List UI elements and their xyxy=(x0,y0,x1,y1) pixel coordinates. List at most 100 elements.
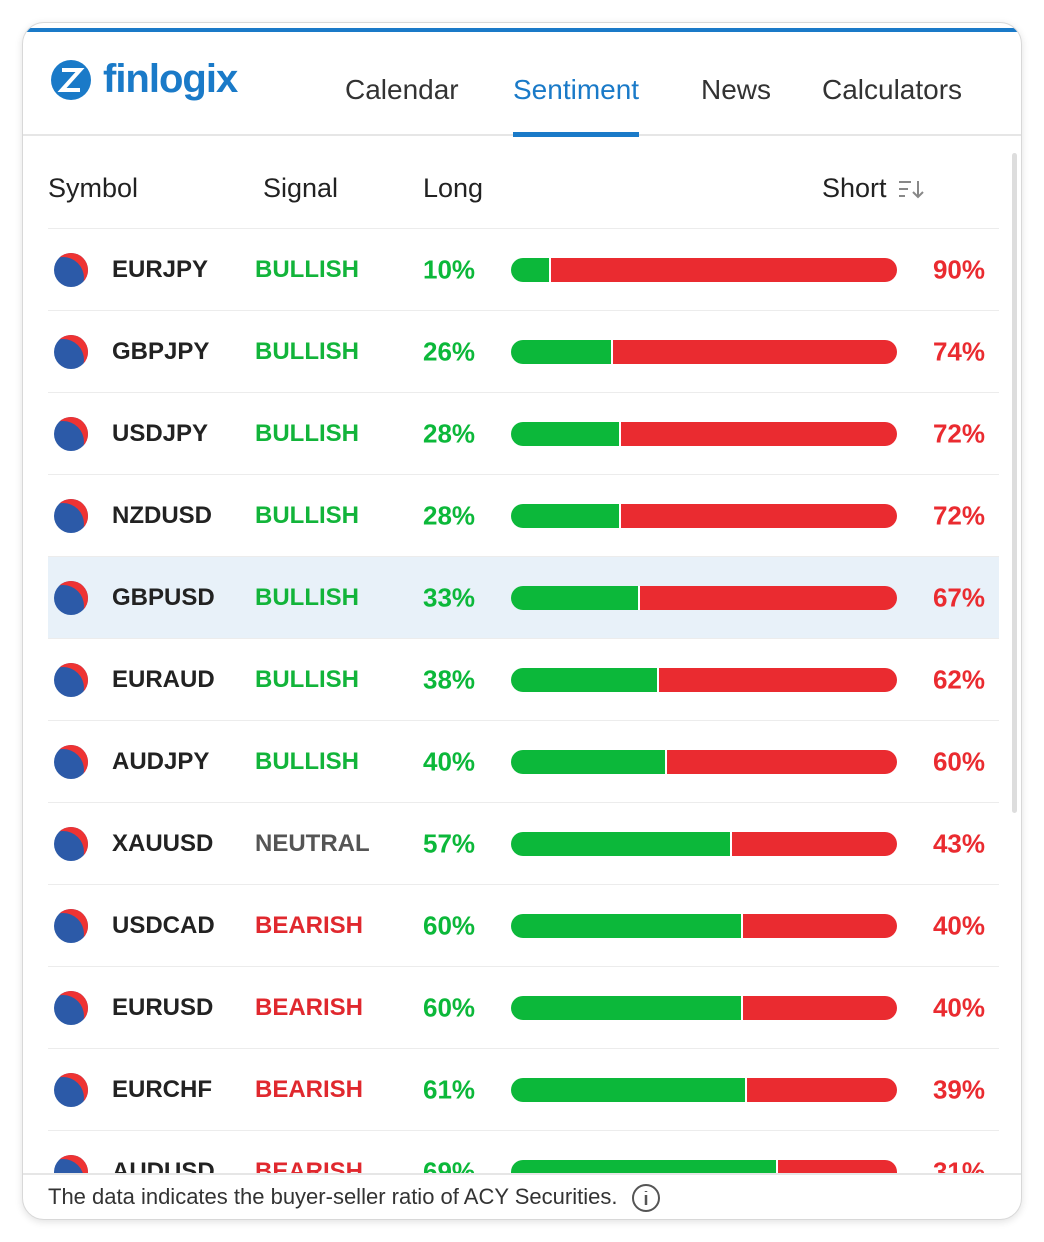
short-percent: 90% xyxy=(932,254,985,284)
column-header: Long xyxy=(423,173,484,203)
symbol: GBPUSD xyxy=(112,583,215,611)
widget: finlogix Calendar Sentiment News Calcula… xyxy=(22,22,1022,1220)
column-header: Short xyxy=(822,173,887,203)
tab[interactable]: Calendar xyxy=(345,74,459,105)
long-bar xyxy=(511,995,744,1020)
signal: BULLISH xyxy=(255,747,359,775)
short-bar xyxy=(747,1077,897,1102)
signal: BULLISH xyxy=(255,501,359,529)
scrollbar[interactable] xyxy=(1012,153,1017,813)
table-row[interactable]: EURCHF BEARISH 61% 39% xyxy=(48,1048,999,1130)
table-row[interactable]: EURAUD BULLISH 38% 62% xyxy=(48,638,999,720)
accent-line xyxy=(23,28,1021,32)
symbol: AUDJPY xyxy=(112,747,210,775)
sort-icon xyxy=(898,180,924,198)
table-row[interactable]: USDCAD BEARISH 60% 40% xyxy=(48,884,999,966)
signal: BULLISH xyxy=(255,583,359,611)
table-row[interactable]: AUDUSD BEARISH 69% 31% xyxy=(48,1130,999,1173)
footer-note: The data indicates the buyer-seller rati… xyxy=(48,1183,618,1209)
symbol-icon xyxy=(54,908,88,943)
short-percent: 62% xyxy=(932,664,985,694)
long-bar xyxy=(511,1077,748,1102)
symbol-icon xyxy=(54,580,88,615)
ratio-bar xyxy=(511,749,897,774)
footer: The data indicates the buyer-seller rati… xyxy=(23,1173,1021,1219)
symbol: GBPJPY xyxy=(112,337,210,365)
short-bar xyxy=(551,257,897,282)
sort-header[interactable]: Short xyxy=(822,173,925,204)
short-percent: 39% xyxy=(932,1074,985,1104)
ratio-bar xyxy=(511,831,897,856)
table-body: EURJPY BULLISH 10% 90% GBPJPY BULLISH 26% 74% US… xyxy=(48,228,999,1173)
long-percent: 69% xyxy=(423,1156,476,1173)
symbol: EURJPY xyxy=(112,255,209,283)
logo-icon xyxy=(51,59,91,100)
short-percent: 60% xyxy=(932,746,985,776)
long-percent: 28% xyxy=(423,418,476,448)
symbol-icon xyxy=(54,744,88,779)
long-percent: 60% xyxy=(423,992,476,1022)
short-bar xyxy=(777,1159,897,1173)
signal: NEUTRAL xyxy=(255,829,370,857)
long-percent: 40% xyxy=(423,746,476,776)
ratio-bar xyxy=(511,503,897,528)
table-row[interactable]: NZDUSD BULLISH 28% 72% xyxy=(48,474,999,556)
short-percent: 31% xyxy=(932,1156,985,1173)
ratio-bar xyxy=(511,257,897,282)
signal: BEARISH xyxy=(255,993,364,1021)
symbol-icon xyxy=(54,1072,88,1107)
symbol: USDCAD xyxy=(112,911,215,939)
symbol-icon xyxy=(54,252,88,287)
symbol-icon xyxy=(54,498,88,533)
long-percent: 28% xyxy=(423,500,476,530)
table-row[interactable]: XAUUSD NEUTRAL 57% 43% xyxy=(48,802,999,884)
signal: BULLISH xyxy=(255,665,359,693)
ratio-bar xyxy=(511,339,897,364)
long-bar xyxy=(511,585,640,610)
signal: BULLISH xyxy=(255,419,359,447)
tab[interactable]: Calculators xyxy=(822,74,963,105)
ratio-bar xyxy=(511,421,897,446)
long-bar xyxy=(511,831,732,856)
long-percent: 26% xyxy=(423,336,476,366)
short-bar xyxy=(658,667,897,692)
short-percent: 72% xyxy=(932,418,985,448)
symbol-icon xyxy=(54,826,88,861)
symbol: USDJPY xyxy=(112,419,209,447)
column-header: Signal xyxy=(263,173,339,203)
long-bar xyxy=(511,749,667,774)
short-bar xyxy=(666,749,897,774)
signal: BEARISH xyxy=(255,1075,364,1103)
table-row[interactable]: AUDJPY BULLISH 40% 60% xyxy=(48,720,999,802)
symbol-icon xyxy=(54,416,88,451)
table-row[interactable]: GBPJPY BULLISH 26% 74% xyxy=(48,310,999,392)
short-bar xyxy=(743,913,897,938)
ratio-bar xyxy=(511,995,897,1020)
table-row[interactable]: EURJPY BULLISH 10% 90% xyxy=(48,228,999,310)
ratio-bar xyxy=(511,913,897,938)
long-bar xyxy=(511,503,621,528)
short-bar xyxy=(612,339,897,364)
short-percent: 72% xyxy=(932,500,985,530)
short-bar xyxy=(620,503,897,528)
symbol: AUDUSD xyxy=(112,1157,215,1174)
tab[interactable]: News xyxy=(701,74,772,105)
long-percent: 10% xyxy=(423,254,476,284)
table-row[interactable]: GBPUSD BULLISH 33% 67% xyxy=(48,556,999,638)
table-row[interactable]: EURUSD BEARISH 60% 40% xyxy=(48,966,999,1048)
symbol: EURUSD xyxy=(112,993,214,1021)
symbol: EURCHF xyxy=(112,1075,212,1103)
tab[interactable]: Sentiment xyxy=(513,74,640,137)
info-icon[interactable] xyxy=(630,1183,662,1213)
signal: BEARISH xyxy=(255,1157,364,1174)
short-bar xyxy=(639,585,897,610)
short-percent: 40% xyxy=(932,910,985,940)
long-bar xyxy=(511,421,621,446)
table-row[interactable]: USDJPY BULLISH 28% 72% xyxy=(48,392,999,474)
signal: BULLISH xyxy=(255,337,359,365)
symbol-icon xyxy=(54,662,88,697)
logo[interactable]: finlogix xyxy=(49,57,238,102)
long-percent: 57% xyxy=(423,828,476,858)
short-percent: 40% xyxy=(932,992,985,1022)
symbol: EURAUD xyxy=(112,665,215,693)
